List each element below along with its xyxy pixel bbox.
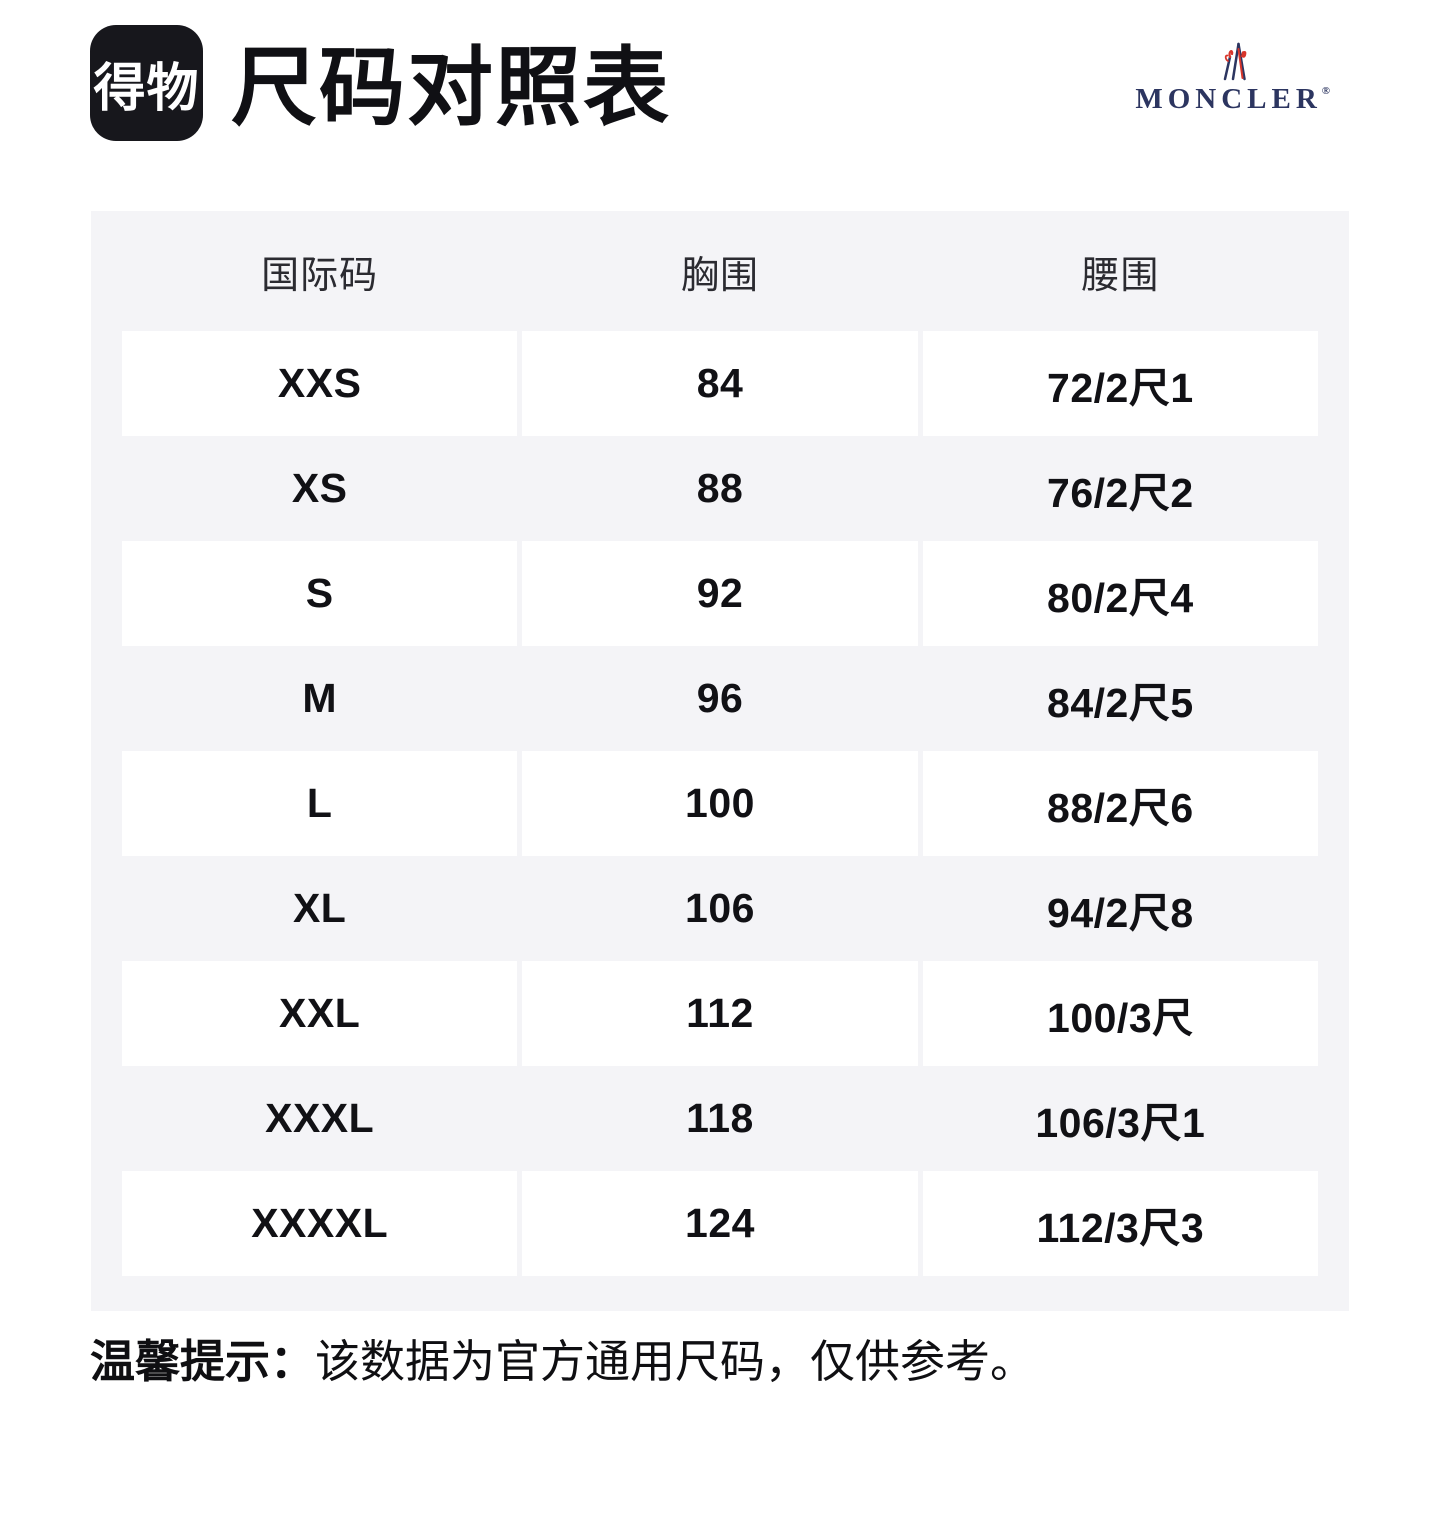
size-cell: XXXXL — [122, 1171, 518, 1276]
table-row: XXS 84 72/2尺1 — [122, 331, 1318, 436]
column-header-chest: 胸围 — [680, 254, 759, 297]
registered-mark: ® — [1321, 85, 1330, 97]
column-header-waist: 腰围 — [1081, 254, 1160, 297]
size-cell: XXXL — [265, 1095, 375, 1141]
waist-cell: 80/2尺4 — [922, 541, 1318, 646]
waist-cell: 72/2尺1 — [922, 331, 1318, 436]
waist-cell: 84/2尺5 — [1047, 679, 1194, 726]
chest-cell: 92 — [522, 541, 918, 646]
footer-note: 温馨提示：该数据为官方通用尺码，仅供参考。 — [90, 1333, 1350, 1392]
size-cell: M — [302, 675, 337, 721]
chest-cell: 100 — [522, 751, 918, 856]
table-row: XXXXL 124 112/3尺3 — [122, 1171, 1318, 1276]
table-header-row: 国际码 胸围 腰围 — [122, 211, 1318, 331]
chest-cell: 96 — [696, 675, 744, 721]
moncler-logo: MONCLER® — [1135, 39, 1330, 114]
dewu-logo: 得物 — [90, 25, 203, 141]
footer-note-label: 温馨提示： — [90, 1336, 316, 1387]
chest-cell: 112 — [522, 961, 918, 1066]
waist-cell: 88/2尺6 — [922, 751, 1318, 856]
moncler-emblem-icon — [1223, 42, 1247, 81]
header: 得物 尺码对照表 MONCLER® — [0, 0, 1440, 141]
waist-cell: 76/2尺2 — [1047, 469, 1194, 516]
size-cell: XXS — [122, 331, 518, 436]
header-left: 得物 尺码对照表 — [90, 25, 671, 141]
size-table: 国际码 胸围 腰围 XXS 84 72/2尺1 XS 88 76/2尺2 S 9… — [91, 211, 1349, 1311]
table-row: XS 88 76/2尺2 — [122, 436, 1318, 541]
size-cell: XL — [292, 885, 347, 931]
table-row: S 92 80/2尺4 — [122, 541, 1318, 646]
table-row: XXL 112 100/3尺 — [122, 961, 1318, 1066]
column-header-size: 国际码 — [261, 254, 379, 297]
moncler-wordmark-text: MONCLER — [1135, 83, 1322, 115]
waist-cell: 112/3尺3 — [922, 1171, 1318, 1276]
chest-cell: 84 — [522, 331, 918, 436]
size-cell: S — [122, 541, 518, 646]
table-row: M 96 84/2尺5 — [122, 646, 1318, 751]
page-title: 尺码对照表 — [231, 40, 671, 136]
moncler-wordmark: MONCLER® — [1135, 85, 1330, 114]
waist-cell: 106/3尺1 — [1035, 1099, 1206, 1146]
size-cell: XS — [291, 465, 348, 511]
chest-cell: 124 — [522, 1171, 918, 1276]
table-row: XXXL 118 106/3尺1 — [122, 1066, 1318, 1171]
size-cell: L — [122, 751, 518, 856]
footer-note-text: 该数据为官方通用尺码，仅供参考。 — [315, 1336, 1036, 1387]
waist-cell: 100/3尺 — [922, 961, 1318, 1066]
chest-cell: 118 — [686, 1095, 754, 1141]
table-row: L 100 88/2尺6 — [122, 751, 1318, 856]
dewu-logo-text: 得物 — [93, 59, 200, 118]
chest-cell: 88 — [696, 465, 744, 511]
chest-cell: 106 — [685, 885, 755, 931]
table-row: XL 106 94/2尺8 — [122, 856, 1318, 961]
waist-cell: 94/2尺8 — [1047, 889, 1194, 936]
size-cell: XXL — [122, 961, 518, 1066]
